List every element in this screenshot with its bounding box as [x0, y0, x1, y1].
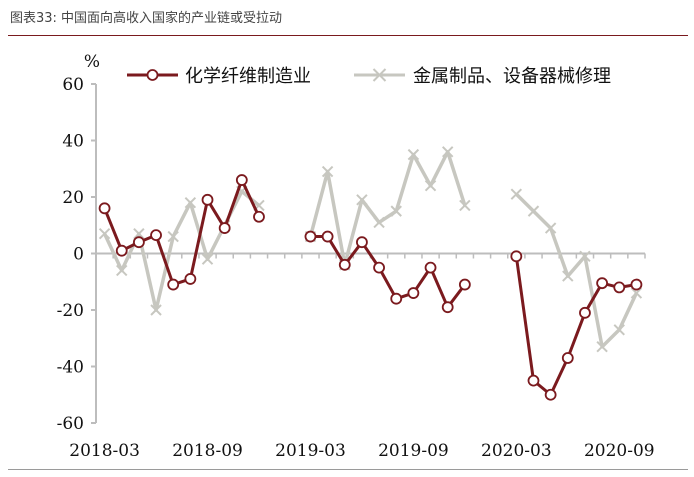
y-tick-label: 0	[73, 245, 84, 265]
series-1-point	[132, 236, 145, 249]
series-1-point	[253, 210, 265, 223]
series-2-point	[184, 196, 197, 209]
legend-item-1: 化学纤维制造业	[127, 66, 311, 87]
y-axis-unit-label: %	[84, 52, 100, 72]
series-2-point	[167, 230, 179, 243]
axes: 60 40 20 0 -20 -40 -60 2018-03 2018-09 2019-03 201…	[57, 75, 655, 461]
y-tick-label: 60	[62, 75, 84, 95]
series-2-line	[515, 192, 639, 349]
legend-label: 金属制品、设备器械修理	[413, 66, 611, 87]
series-2-point	[527, 205, 540, 217]
x-tick-label: 2020-09	[584, 441, 655, 461]
series-1-point	[561, 352, 574, 364]
series-1-point	[201, 193, 214, 206]
series-1-point	[424, 261, 437, 274]
legend: 化学纤维制造业 金属制品、设备器械修理	[127, 66, 611, 87]
series-2-point	[613, 324, 625, 336]
series-1-point	[218, 222, 231, 234]
series-2-point	[201, 253, 214, 265]
series-2-point	[321, 165, 334, 178]
series-2-point	[373, 216, 385, 229]
series-1-point	[167, 278, 180, 291]
y-tick-label: -60	[57, 414, 84, 434]
series-layer	[98, 146, 643, 401]
series-2-point	[150, 304, 162, 316]
series-2-point	[510, 188, 523, 200]
series-2-point	[407, 148, 420, 161]
legend-swatch-marker	[146, 69, 159, 81]
series-2-point	[116, 264, 128, 277]
series-1-point	[630, 278, 643, 291]
series-1-point	[150, 229, 162, 242]
footer-divider	[8, 469, 688, 470]
legend-swatch-marker	[372, 68, 387, 82]
series-2-point	[424, 179, 437, 192]
series-2-line	[308, 150, 467, 267]
series-2-point	[133, 228, 145, 240]
y-tick-label: -40	[57, 358, 84, 378]
series-1-point	[321, 230, 334, 243]
series-1-point	[98, 202, 111, 215]
series-1-line	[514, 256, 637, 397]
caption-divider	[8, 35, 688, 36]
series-1-point	[304, 230, 317, 243]
series-1-point	[373, 261, 385, 274]
series-2-point	[390, 205, 402, 217]
y-tick-label: 20	[62, 188, 84, 208]
series-2-line	[102, 189, 261, 312]
figure-caption: 图表33: 中国面向高收入国家的产业链或受拉动	[10, 11, 283, 26]
series-2-point	[98, 228, 111, 240]
series-1	[98, 174, 643, 401]
series-1-point	[510, 250, 523, 263]
series-1-point	[115, 244, 128, 257]
series-1-point	[441, 301, 454, 314]
x-tick-label: 2019-03	[275, 441, 346, 461]
series-1-line	[103, 178, 261, 287]
x-tick-label: 2020-03	[481, 441, 552, 461]
series-2-point	[544, 222, 557, 234]
x-tick-label: 2019-09	[378, 441, 449, 461]
x-tick-label: 2018-09	[172, 441, 243, 461]
series-2-point	[356, 194, 368, 206]
series-2-point	[579, 250, 591, 263]
y-tick-label: -20	[57, 301, 84, 321]
series-2-point	[630, 287, 643, 299]
series-1-point	[579, 306, 591, 319]
series-1-point	[184, 273, 197, 285]
legend-item-2: 金属制品、设备器械修理	[354, 66, 611, 87]
x-tick-label: 2018-03	[69, 441, 140, 461]
y-tick-label: 40	[62, 132, 84, 152]
series-2-point	[459, 199, 471, 212]
series-1-line	[310, 235, 467, 309]
series-1-point	[613, 281, 626, 294]
series-1-point	[235, 174, 248, 186]
series-1-point	[407, 287, 420, 299]
series-2-point	[562, 270, 574, 282]
series-1-point	[390, 292, 403, 305]
series-1-point	[544, 388, 557, 401]
series-2-point	[596, 341, 608, 353]
series-2-point	[441, 146, 454, 158]
series-1-point	[596, 277, 609, 290]
series-1-point	[527, 374, 540, 387]
legend-label: 化学纤维制造业	[185, 66, 311, 87]
series-1-point	[458, 278, 471, 291]
series-1-point	[338, 258, 351, 271]
series-1-point	[356, 236, 368, 249]
series-2	[98, 146, 643, 353]
